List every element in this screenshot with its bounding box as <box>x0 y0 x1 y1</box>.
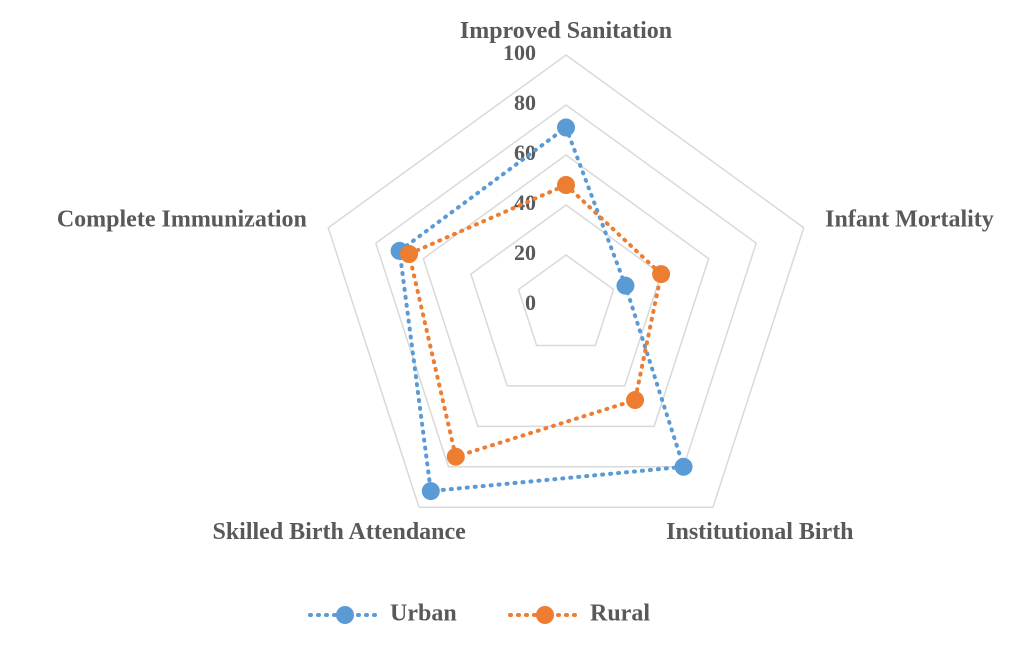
legend-marker <box>536 606 554 624</box>
grid-ring <box>374 104 758 468</box>
marker <box>616 276 635 295</box>
series-line <box>397 124 687 494</box>
r-tick-label: 80 <box>514 90 536 115</box>
category-label: Improved Sanitation <box>460 18 672 44</box>
marker <box>400 245 419 264</box>
grid-ring <box>327 54 805 509</box>
r-tick-label: 0 <box>525 290 536 315</box>
r-tick-label: 40 <box>514 190 536 215</box>
category-label: Skilled Birth Attendance <box>212 519 466 545</box>
category-label: Institutional Birth <box>666 519 853 545</box>
legend-marker <box>336 606 354 624</box>
series-line <box>406 182 664 460</box>
marker <box>421 482 440 501</box>
marker <box>674 457 693 476</box>
marker <box>652 265 671 284</box>
marker <box>626 391 645 410</box>
marker <box>557 118 575 137</box>
grid-ring <box>470 204 662 387</box>
r-tick-label: 20 <box>514 240 536 265</box>
category-label: Infant Mortality <box>825 206 994 232</box>
r-tick-label: 60 <box>514 140 536 165</box>
legend-label: Rural <box>590 601 650 627</box>
legend-label: Urban <box>390 601 457 627</box>
marker <box>557 176 575 194</box>
category-label: Complete Immunization <box>57 206 307 232</box>
marker <box>446 447 465 466</box>
grid-ring <box>422 154 710 428</box>
grid-ring <box>517 254 615 347</box>
r-tick-label: 100 <box>503 40 536 65</box>
